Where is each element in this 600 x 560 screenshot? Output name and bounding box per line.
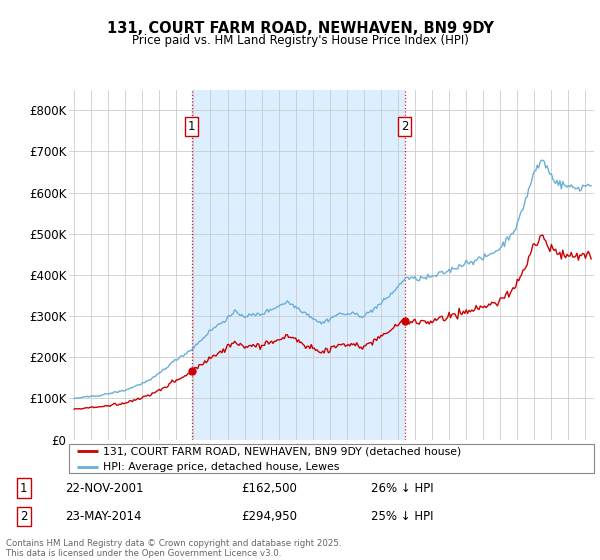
Text: 1: 1 (20, 482, 28, 494)
Text: 2: 2 (401, 120, 409, 133)
Text: £162,500: £162,500 (241, 482, 297, 494)
FancyBboxPatch shape (69, 444, 594, 473)
Bar (192, 90, 405, 440)
Text: 131, COURT FARM ROAD, NEWHAVEN, BN9 9DY (detached house): 131, COURT FARM ROAD, NEWHAVEN, BN9 9DY … (103, 446, 461, 456)
Text: 25% ↓ HPI: 25% ↓ HPI (371, 510, 433, 523)
Text: 1: 1 (188, 120, 196, 133)
Text: 22-NOV-2001: 22-NOV-2001 (65, 482, 143, 494)
Text: £294,950: £294,950 (241, 510, 297, 523)
Text: Price paid vs. HM Land Registry's House Price Index (HPI): Price paid vs. HM Land Registry's House … (131, 34, 469, 46)
Text: 2: 2 (20, 510, 28, 523)
Text: Contains HM Land Registry data © Crown copyright and database right 2025.
This d: Contains HM Land Registry data © Crown c… (6, 539, 341, 558)
Text: 131, COURT FARM ROAD, NEWHAVEN, BN9 9DY: 131, COURT FARM ROAD, NEWHAVEN, BN9 9DY (107, 21, 493, 36)
Text: 23-MAY-2014: 23-MAY-2014 (65, 510, 142, 523)
Text: 26% ↓ HPI: 26% ↓ HPI (371, 482, 433, 494)
Text: HPI: Average price, detached house, Lewes: HPI: Average price, detached house, Lewe… (103, 462, 340, 472)
